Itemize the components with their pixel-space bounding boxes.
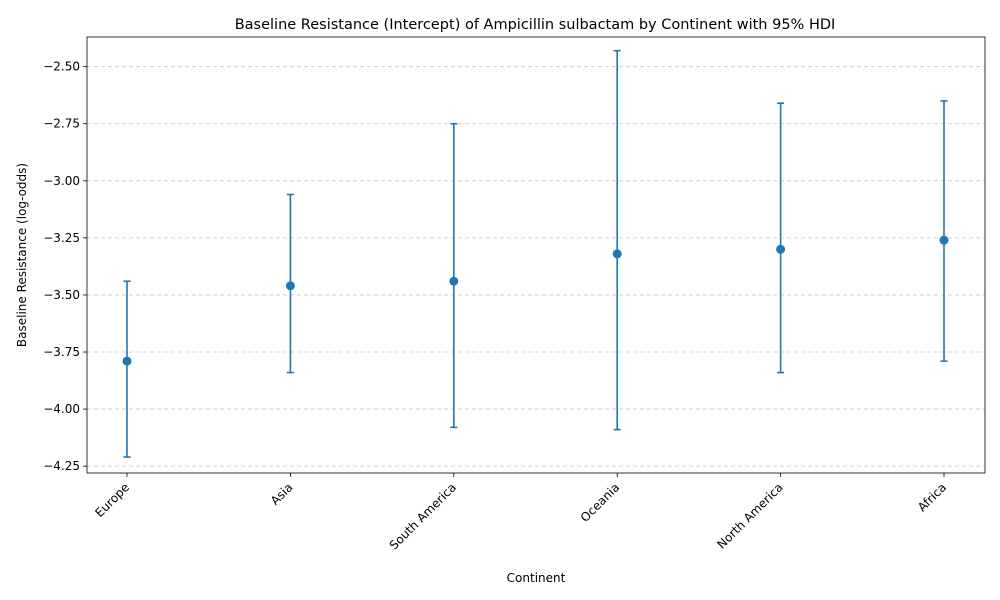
data-point [776, 244, 786, 254]
data-point [285, 281, 295, 291]
data-point [939, 235, 949, 245]
y-tick-label: −3.25 [43, 231, 80, 245]
data-point [122, 356, 132, 366]
y-tick-label: −4.25 [43, 459, 80, 473]
chart-title: Baseline Resistance (Intercept) of Ampic… [235, 17, 836, 33]
y-tick-label: −2.50 [43, 60, 80, 74]
y-tick-label: −3.75 [43, 345, 80, 359]
data-marks [122, 49, 949, 458]
plot-frame [86, 36, 986, 474]
grid [87, 66, 985, 467]
y-axis-label: Baseline Resistance (log-odds) [15, 163, 29, 347]
data-point [449, 276, 459, 286]
y-tick-label: −3.00 [43, 174, 80, 188]
data-point [612, 249, 622, 259]
x-axis-label: Continent [507, 571, 566, 585]
y-tick-label: −4.00 [43, 402, 80, 416]
y-tick-label: −3.50 [43, 288, 80, 302]
y-axis: −4.25 −4.00 −3.75 −3.50 −3.25 −3.00 −2.75 −2.50 [43, 60, 87, 473]
y-tick-label: −2.75 [43, 117, 80, 131]
